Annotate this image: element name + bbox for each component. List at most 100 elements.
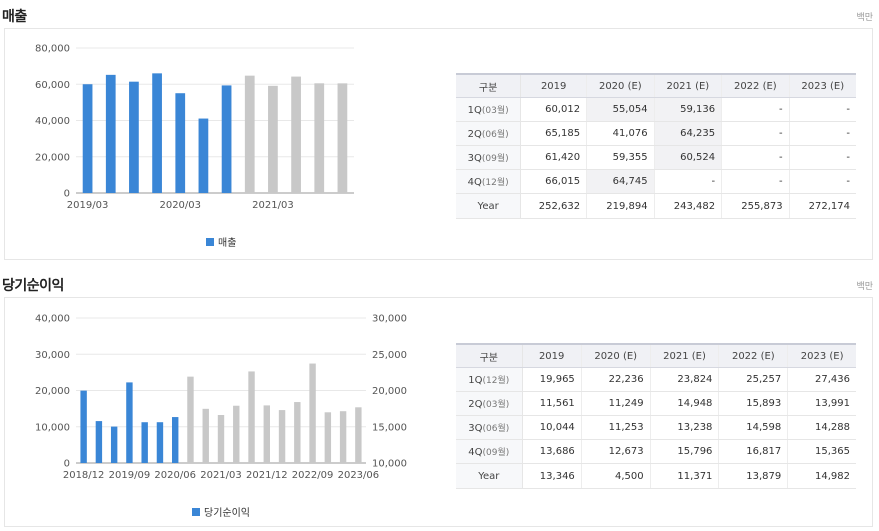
bar-2021/09[interactable]	[248, 371, 255, 463]
bar-2022/06[interactable]	[294, 402, 301, 463]
bar-2020/06[interactable]	[172, 417, 179, 463]
table-row: 4Q(12월) 66,015 64,745- - -	[456, 169, 856, 194]
table-cell: -	[721, 169, 790, 194]
bar-2019/09[interactable]	[126, 382, 133, 463]
y-tick-label: 60,000	[35, 80, 70, 91]
table-cell: -	[788, 121, 856, 146]
table-cell: 15,893	[718, 391, 788, 416]
column-header: 2019	[520, 73, 587, 98]
table-cell: 15,365	[787, 439, 856, 464]
bar-2021/06[interactable]	[233, 405, 240, 463]
bar-2019/06[interactable]	[110, 426, 118, 463]
table-cell: 14,982	[787, 463, 856, 489]
table-cell: 66,015	[520, 169, 587, 194]
table-cell: 27,436	[787, 367, 856, 392]
table-cell: -	[788, 169, 856, 194]
revenue-table: 구분 2019 2020 (E) 2021 (E) 2022 (E) 2023 (E) 1Q…	[456, 73, 856, 219]
y-tick-label: 20,000	[35, 386, 70, 397]
y-tick-label: 10,000	[35, 422, 70, 433]
column-header: 2023 (E)	[787, 343, 856, 368]
bar-2020/12[interactable]	[244, 75, 255, 193]
table-cell: 13,238	[649, 415, 719, 440]
y2-tick-label: 20,000	[372, 386, 407, 397]
table-row: Year 252,632 219,894 243,482 255,873 272,174	[456, 193, 856, 219]
table-cell: 41,076	[586, 121, 655, 146]
bar-2021/03[interactable]	[217, 415, 225, 463]
bar-2021/09[interactable]	[314, 83, 325, 193]
bar-2019/03[interactable]	[95, 421, 103, 463]
column-header: 2019	[521, 343, 582, 368]
table-cell: -	[721, 97, 790, 122]
table-cell: 12,673	[580, 439, 651, 464]
bar-2020/12[interactable]	[202, 408, 209, 463]
table-cell: 59,355	[586, 145, 655, 170]
column-header: 2023 (E)	[788, 73, 856, 98]
table-header-row: 구분 2019 2020 (E) 2021 (E) 2022 (E) 2023 (E)	[456, 73, 856, 98]
bar-2023/03[interactable]	[339, 411, 347, 463]
bar-2022/12[interactable]	[324, 412, 332, 463]
bar-2020/03[interactable]	[156, 422, 164, 463]
bar-2019/12[interactable]	[152, 73, 162, 193]
column-header: 구분	[456, 343, 523, 368]
net-income-legend[interactable]: 당기순이익	[192, 504, 250, 519]
table-cell: 11,561	[521, 391, 582, 416]
x-tick-label: 2022/09	[292, 470, 334, 481]
legend-swatch	[206, 237, 214, 246]
y-tick-label: 80,000	[35, 44, 70, 55]
bar-2020/09[interactable]	[187, 376, 194, 463]
y-tick-label: 40,000	[35, 314, 70, 325]
bar-2021/12[interactable]	[263, 405, 270, 463]
bar-2020/06[interactable]	[198, 118, 209, 193]
x-tick-label: 2019/03	[67, 200, 109, 211]
x-tick-label: 2020/03	[159, 200, 201, 211]
table-cell: 59,136	[653, 97, 722, 122]
table-row: Year 13,346 4,500 11,371 13,879 14,982	[456, 463, 856, 489]
table-cell: 272,174	[788, 193, 856, 219]
bar-2021/12[interactable]	[337, 83, 348, 193]
y-tick-label: 30,000	[35, 350, 70, 361]
bar-2020/03[interactable]	[175, 93, 186, 193]
legend-label: 당기순이익	[204, 508, 250, 519]
bar-2021/06[interactable]	[291, 76, 301, 193]
bar-2019/12[interactable]	[141, 422, 148, 463]
bar-2022/03[interactable]	[278, 410, 286, 463]
x-tick-label: 2021/03	[252, 200, 294, 211]
table-row: 1Q(12월) 19,965 22,236 23,824 25,257 27,436	[456, 367, 856, 392]
table-cell: 4,500	[580, 463, 651, 489]
table-cell: 65,185	[520, 121, 587, 146]
bar-2023/06[interactable]	[355, 407, 362, 463]
table-cell: 22,236	[580, 367, 651, 392]
row-label: 2Q(03월)	[456, 391, 523, 416]
net-income-chart: 0 10,000 20,000 30,000 40,000 10,000 15,000 20,…	[35, 314, 407, 482]
revenue-legend[interactable]: 매출	[206, 234, 236, 249]
bar-2019/06[interactable]	[105, 74, 116, 193]
table-cell: 64,235	[653, 121, 722, 146]
bar-2020/09[interactable]	[221, 85, 232, 193]
table-row: 2Q(06월) 65,185 41,076 64,235- -	[456, 121, 856, 146]
unit-label-revenue: 백만	[856, 13, 873, 23]
section-title-net-income: 당기순이익	[2, 278, 64, 294]
column-header: 2021 (E)	[649, 343, 719, 368]
table-cell: 10,044	[521, 415, 582, 440]
row-label: 3Q(09월)	[456, 145, 522, 170]
bar-2019/03[interactable]	[82, 84, 93, 193]
table-cell: -	[653, 169, 722, 194]
bar-2018/12[interactable]	[80, 390, 87, 463]
bar-2022/09[interactable]	[309, 363, 316, 463]
table-cell: 11,253	[580, 415, 651, 440]
y2-tick-label: 30,000	[372, 314, 407, 325]
column-header: 2020 (E)	[580, 343, 651, 368]
row-label: 4Q(09월)	[456, 439, 523, 464]
bar-2019/09[interactable]	[129, 81, 139, 193]
net-income-table: 구분 2019 2020 (E) 2021 (E) 2022 (E) 2023 (E) 1Q…	[456, 343, 856, 489]
table-row: 1Q(03월) 60,012 55,054 59,136- -	[456, 97, 856, 122]
table-cell: 61,420	[520, 145, 587, 170]
y-tick-label: 40,000	[35, 116, 70, 127]
legend-swatch	[192, 507, 200, 516]
x-tick-label: 2018/12	[63, 470, 105, 481]
bar-2021/03[interactable]	[268, 85, 278, 193]
x-tick-label: 2023/06	[338, 470, 380, 481]
table-cell: 13,346	[521, 463, 582, 489]
x-tick-label: 2019/09	[109, 470, 151, 481]
table-cell: 243,482	[653, 193, 722, 219]
